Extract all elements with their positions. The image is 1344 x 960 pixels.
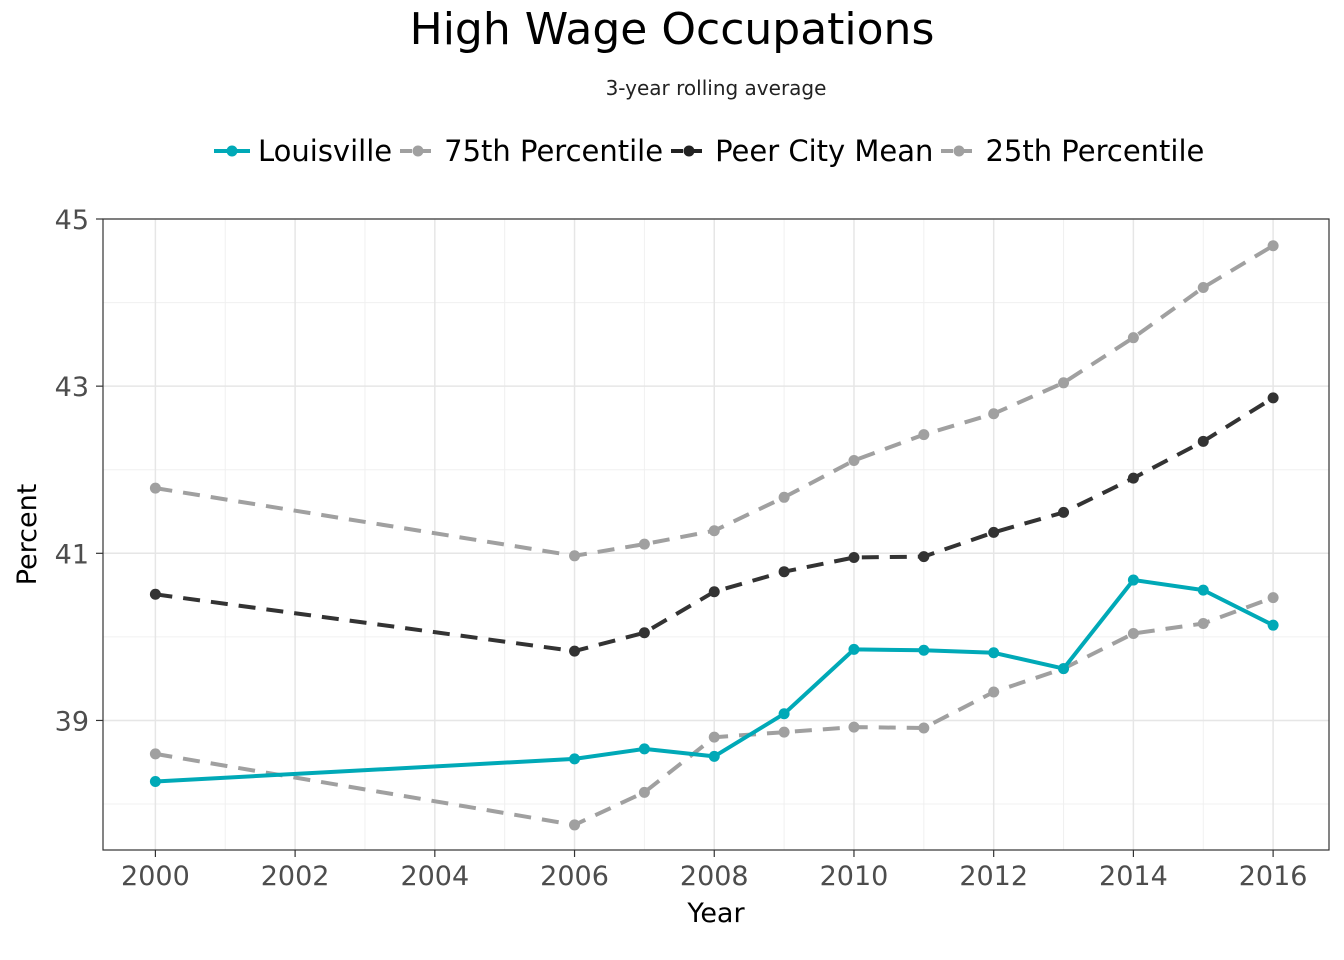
legend-label-peer-city-mean: Peer City Mean (715, 134, 934, 168)
legend-item-25th-percentile: 25th Percentile (939, 131, 1204, 171)
gridlines (103, 218, 1329, 850)
data-point-louisville (569, 753, 581, 765)
data-point-peer-city-mean (638, 627, 650, 639)
data-point-peer-city-mean (1127, 472, 1139, 484)
y-axis-title: Percent (12, 484, 43, 586)
x-tick-label: 2000 (121, 861, 190, 892)
legend-label-25th-percentile: 25th Percentile (985, 134, 1205, 168)
plot-panel-border (102, 218, 1330, 851)
data-point-peer-city-mean (1267, 392, 1279, 404)
data-point-peer-city-mean (708, 586, 720, 598)
series-line-75th-percentile (155, 243, 1275, 558)
data-point-25th-percentile (848, 721, 860, 733)
legend-key-louisville (214, 145, 250, 157)
data-point-louisville (1127, 574, 1139, 586)
data-point-peer-city-mean (149, 588, 161, 600)
data-point-25th-percentile (1197, 618, 1209, 630)
data-point-peer-city-mean (988, 526, 1000, 538)
series-line-louisville (155, 578, 1274, 784)
data-point-75th-percentile (1127, 332, 1139, 344)
y-tick-label: 45 (55, 205, 89, 236)
data-point-peer-city-mean (848, 551, 860, 563)
x-tick-label: 2010 (820, 861, 889, 892)
data-point-25th-percentile (1267, 592, 1279, 604)
data-point-peer-city-mean (918, 551, 930, 563)
legend-label-louisville: Louisville (258, 134, 393, 168)
data-point-75th-percentile (708, 525, 720, 537)
data-point-25th-percentile (149, 748, 161, 760)
x-tick-label: 2002 (261, 861, 330, 892)
legend-item-75th-percentile: 75th Percentile (398, 131, 663, 171)
legend-item-peer-city-mean: Peer City Mean (669, 131, 933, 171)
data-point-75th-percentile (149, 482, 161, 494)
data-point-peer-city-mean (778, 566, 790, 578)
x-tick-label: 2012 (959, 861, 1028, 892)
data-point-75th-percentile (778, 491, 790, 503)
data-point-25th-percentile (708, 731, 720, 743)
data-point-louisville (708, 750, 720, 762)
chart-title: High Wage Occupations (409, 4, 935, 55)
chart-subtitle: 3-year rolling average (605, 76, 827, 100)
x-tick-label: 2016 (1239, 861, 1308, 892)
series-line-peer-city-mean (155, 396, 1275, 654)
data-point-75th-percentile (1197, 282, 1209, 294)
x-axis-title: Year (686, 898, 745, 929)
data-point-75th-percentile (848, 455, 860, 467)
data-point-25th-percentile (988, 686, 1000, 698)
series-layer (149, 240, 1279, 831)
data-point-25th-percentile (569, 819, 581, 831)
data-point-louisville (638, 743, 650, 755)
data-point-25th-percentile (918, 722, 930, 734)
data-point-peer-city-mean (569, 645, 581, 657)
data-point-75th-percentile (638, 538, 650, 550)
legend-item-louisville: Louisville (212, 131, 392, 171)
data-point-75th-percentile (918, 429, 930, 441)
data-point-louisville (1267, 619, 1279, 631)
x-tick-label: 2006 (540, 861, 609, 892)
y-tick-label: 43 (55, 372, 89, 403)
legend-key-25th-percentile (941, 145, 978, 157)
data-point-75th-percentile (1058, 377, 1070, 389)
legend-label-75th-percentile: 75th Percentile (444, 134, 664, 168)
data-point-75th-percentile (569, 550, 581, 562)
data-point-25th-percentile (638, 786, 650, 798)
data-point-louisville (1197, 584, 1209, 596)
data-point-louisville (848, 643, 860, 655)
axis-ticks: 2000 2002 2004 2006 2008 2010 2012 2014 2016 39 41… (55, 205, 1308, 892)
legend-key-peer-city-mean (671, 145, 708, 157)
data-point-25th-percentile (1127, 628, 1139, 640)
x-tick-label: 2004 (400, 861, 469, 892)
legend-key-75th-percentile (400, 145, 437, 157)
y-tick-label: 39 (55, 706, 89, 737)
y-tick-label: 41 (55, 539, 89, 570)
x-tick-label: 2008 (680, 861, 749, 892)
data-point-louisville (778, 708, 790, 720)
legend: Louisville 75th Percentile Peer City Mea… (212, 131, 1210, 171)
series-line-25th-percentile (155, 595, 1274, 827)
data-point-75th-percentile (988, 408, 1000, 420)
data-point-75th-percentile (1267, 240, 1279, 252)
x-tick-label: 2014 (1099, 861, 1168, 892)
data-point-louisville (988, 647, 1000, 659)
data-point-peer-city-mean (1058, 506, 1070, 518)
data-point-louisville (149, 775, 161, 787)
data-point-louisville (918, 644, 930, 656)
data-point-louisville (1058, 663, 1070, 675)
data-point-peer-city-mean (1197, 435, 1209, 447)
data-point-25th-percentile (778, 726, 790, 738)
